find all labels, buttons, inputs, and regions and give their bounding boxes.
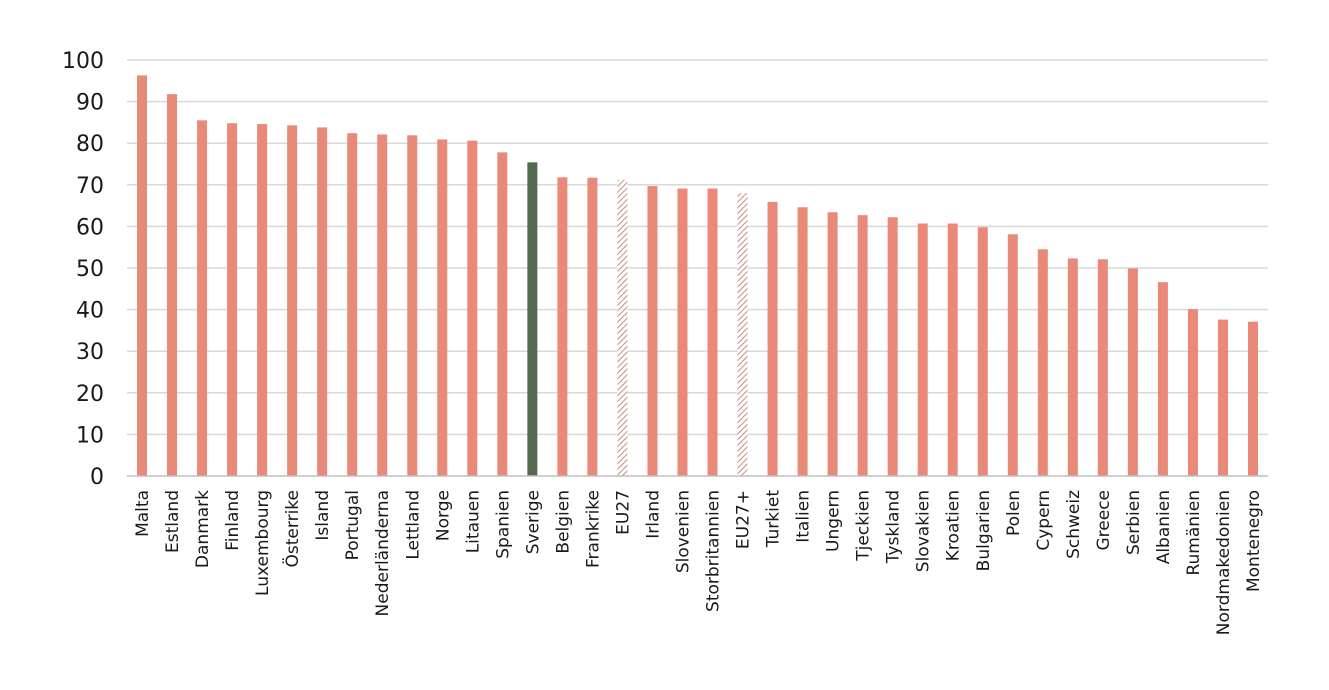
x-category-label: Irland bbox=[643, 490, 663, 539]
bar bbox=[437, 139, 448, 476]
x-category-label: Island bbox=[313, 490, 333, 541]
bar bbox=[707, 188, 718, 476]
y-tick-label: 80 bbox=[76, 132, 104, 157]
bar bbox=[1007, 234, 1018, 476]
y-tick-label: 100 bbox=[62, 49, 104, 74]
x-category-label: Österrike bbox=[281, 490, 303, 567]
y-tick-label: 30 bbox=[76, 340, 104, 365]
bar bbox=[1067, 258, 1078, 476]
x-category-label: Montenegro bbox=[1244, 490, 1264, 592]
x-category-label: Schweiz bbox=[1064, 490, 1084, 559]
x-category-label: Portugal bbox=[343, 490, 363, 560]
y-tick-label: 90 bbox=[76, 91, 104, 116]
bar bbox=[1217, 319, 1228, 476]
x-category-label: Serbien bbox=[1124, 490, 1144, 555]
bar bbox=[947, 223, 958, 476]
x-category-label: Malta bbox=[133, 490, 153, 537]
x-category-label: Italien bbox=[794, 490, 814, 543]
x-category-label: Tjeckien bbox=[854, 490, 874, 562]
bar bbox=[407, 135, 418, 476]
x-category-label: Nederländerna bbox=[373, 490, 393, 616]
bar bbox=[347, 133, 358, 476]
x-category-label: Albanien bbox=[1154, 490, 1174, 564]
x-category-label: Sverige bbox=[523, 490, 543, 554]
y-axis-tick-labels: 0 10 20 30 40 50 60 70 80 90 100 bbox=[62, 49, 104, 490]
x-category-label: Litauen bbox=[463, 490, 483, 553]
bar bbox=[677, 188, 688, 476]
bar bbox=[497, 152, 508, 477]
y-tick-label: 60 bbox=[76, 215, 104, 240]
x-axis-category-labels: Malta Estland Danmark Finland Luxembourg Öste… bbox=[133, 490, 1264, 636]
bar bbox=[647, 186, 658, 476]
bar bbox=[557, 177, 568, 476]
bar bbox=[197, 120, 208, 476]
bar bbox=[1097, 259, 1108, 476]
bar bbox=[1187, 309, 1198, 476]
bar bbox=[1037, 249, 1048, 476]
bar bbox=[1157, 282, 1168, 476]
x-category-label: Ungern bbox=[824, 490, 844, 552]
bar bbox=[767, 201, 778, 476]
x-category-label: Luxembourg bbox=[253, 490, 273, 596]
x-category-label: Tyskland bbox=[884, 490, 904, 564]
x-category-label: EU27+ bbox=[734, 490, 754, 549]
x-category-label: Kroatien bbox=[944, 490, 964, 561]
x-category-label: Belgien bbox=[553, 490, 573, 554]
x-category-label: Frankrike bbox=[583, 490, 603, 568]
bar bbox=[887, 217, 898, 477]
bar bbox=[317, 127, 328, 476]
bar bbox=[617, 179, 628, 477]
x-category-label: Bulgarien bbox=[974, 490, 994, 571]
bar bbox=[467, 140, 478, 477]
x-category-label: Cypern bbox=[1034, 490, 1054, 551]
bar bbox=[977, 227, 988, 476]
bar bbox=[257, 124, 268, 477]
bar bbox=[377, 134, 388, 477]
bar bbox=[917, 223, 928, 476]
bar bbox=[827, 212, 838, 477]
y-tick-label: 70 bbox=[76, 174, 104, 199]
x-category-label: Lettland bbox=[403, 490, 423, 560]
x-category-label: Finland bbox=[223, 490, 243, 551]
y-tick-label: 0 bbox=[90, 465, 104, 490]
bar bbox=[587, 177, 598, 476]
x-category-label: Slovakien bbox=[914, 490, 934, 572]
y-tick-label: 50 bbox=[76, 257, 104, 282]
x-category-label: Norge bbox=[433, 490, 453, 541]
y-tick-label: 10 bbox=[76, 423, 104, 448]
bar bbox=[137, 75, 148, 476]
y-tick-label: 40 bbox=[76, 299, 104, 324]
x-category-label: Rumänien bbox=[1184, 490, 1204, 576]
bar bbox=[1247, 321, 1258, 476]
gridlines bbox=[127, 59, 1268, 436]
y-tick-label: 20 bbox=[76, 382, 104, 407]
x-category-label: Spanien bbox=[493, 490, 513, 559]
bar bbox=[227, 123, 238, 477]
x-category-label: Nordmakedonien bbox=[1214, 490, 1234, 635]
x-category-label: Slovenien bbox=[673, 490, 693, 573]
bar bbox=[287, 125, 298, 476]
x-category-label: Greece bbox=[1094, 490, 1114, 551]
bars bbox=[137, 75, 1258, 477]
x-category-label: Polen bbox=[1004, 490, 1024, 536]
x-category-label: Storbritannien bbox=[704, 490, 724, 612]
x-category-label: EU27 bbox=[613, 490, 633, 535]
bar bbox=[857, 215, 868, 476]
bar bbox=[737, 193, 748, 476]
x-category-label: Estland bbox=[163, 490, 183, 553]
bar bbox=[527, 162, 538, 476]
bar bbox=[797, 207, 808, 476]
x-category-label: Turkiet bbox=[764, 490, 784, 549]
bar bbox=[1127, 268, 1138, 476]
bar bbox=[167, 94, 178, 476]
x-category-label: Danmark bbox=[193, 490, 213, 568]
